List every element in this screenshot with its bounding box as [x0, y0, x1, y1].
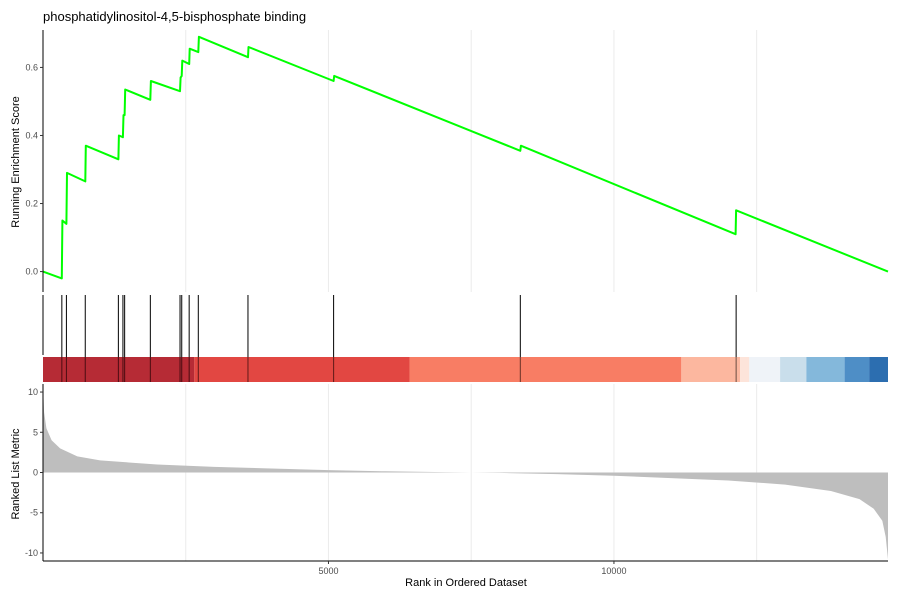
x-tick-label: 5000: [318, 566, 338, 576]
bottom-y-axis-title: Ranked List Metric: [10, 428, 22, 520]
ranked-metric-area: [43, 385, 888, 560]
bottom-y-tick-label: 0: [33, 468, 38, 478]
rank-color-segment: [409, 357, 682, 382]
rank-color-segment: [806, 357, 845, 382]
rank-color-segment: [740, 357, 750, 382]
bottom-y-tick-label: 5: [33, 427, 38, 437]
chart-title: phosphatidylinositol-4,5-bisphosphate bi…: [43, 9, 306, 24]
x-axis-title: Rank in Ordered Dataset: [405, 577, 527, 589]
marks-layer: [42, 35, 889, 560]
top-y-tick-label: 0.2: [25, 199, 38, 209]
rank-color-segment: [194, 357, 410, 382]
rank-color-segment: [780, 357, 807, 382]
x-tick-label: 10000: [601, 566, 626, 576]
bottom-y-tick-label: 10: [28, 387, 38, 397]
top-y-tick-label: 0.6: [25, 62, 38, 72]
rank-color-segment: [869, 357, 888, 382]
enrichment-score-line: [42, 35, 889, 280]
rank-color-segment: [844, 357, 870, 382]
top-y-tick-label: 0.0: [25, 267, 38, 277]
top-y-tick-label: 0.4: [25, 130, 38, 140]
bottom-y-tick-label: -5: [30, 508, 38, 518]
top-y-axis-title: Running Enrichment Score: [10, 96, 22, 227]
bottom-y-tick-label: -10: [25, 548, 38, 558]
background-grid: [185, 30, 758, 561]
rank-color-segment: [681, 357, 741, 382]
rank-color-segment: [749, 357, 781, 382]
axes-layer: 0.0 0.2 0.4 0.6 10 5 0 -5 -10 5000 10000: [25, 30, 888, 576]
